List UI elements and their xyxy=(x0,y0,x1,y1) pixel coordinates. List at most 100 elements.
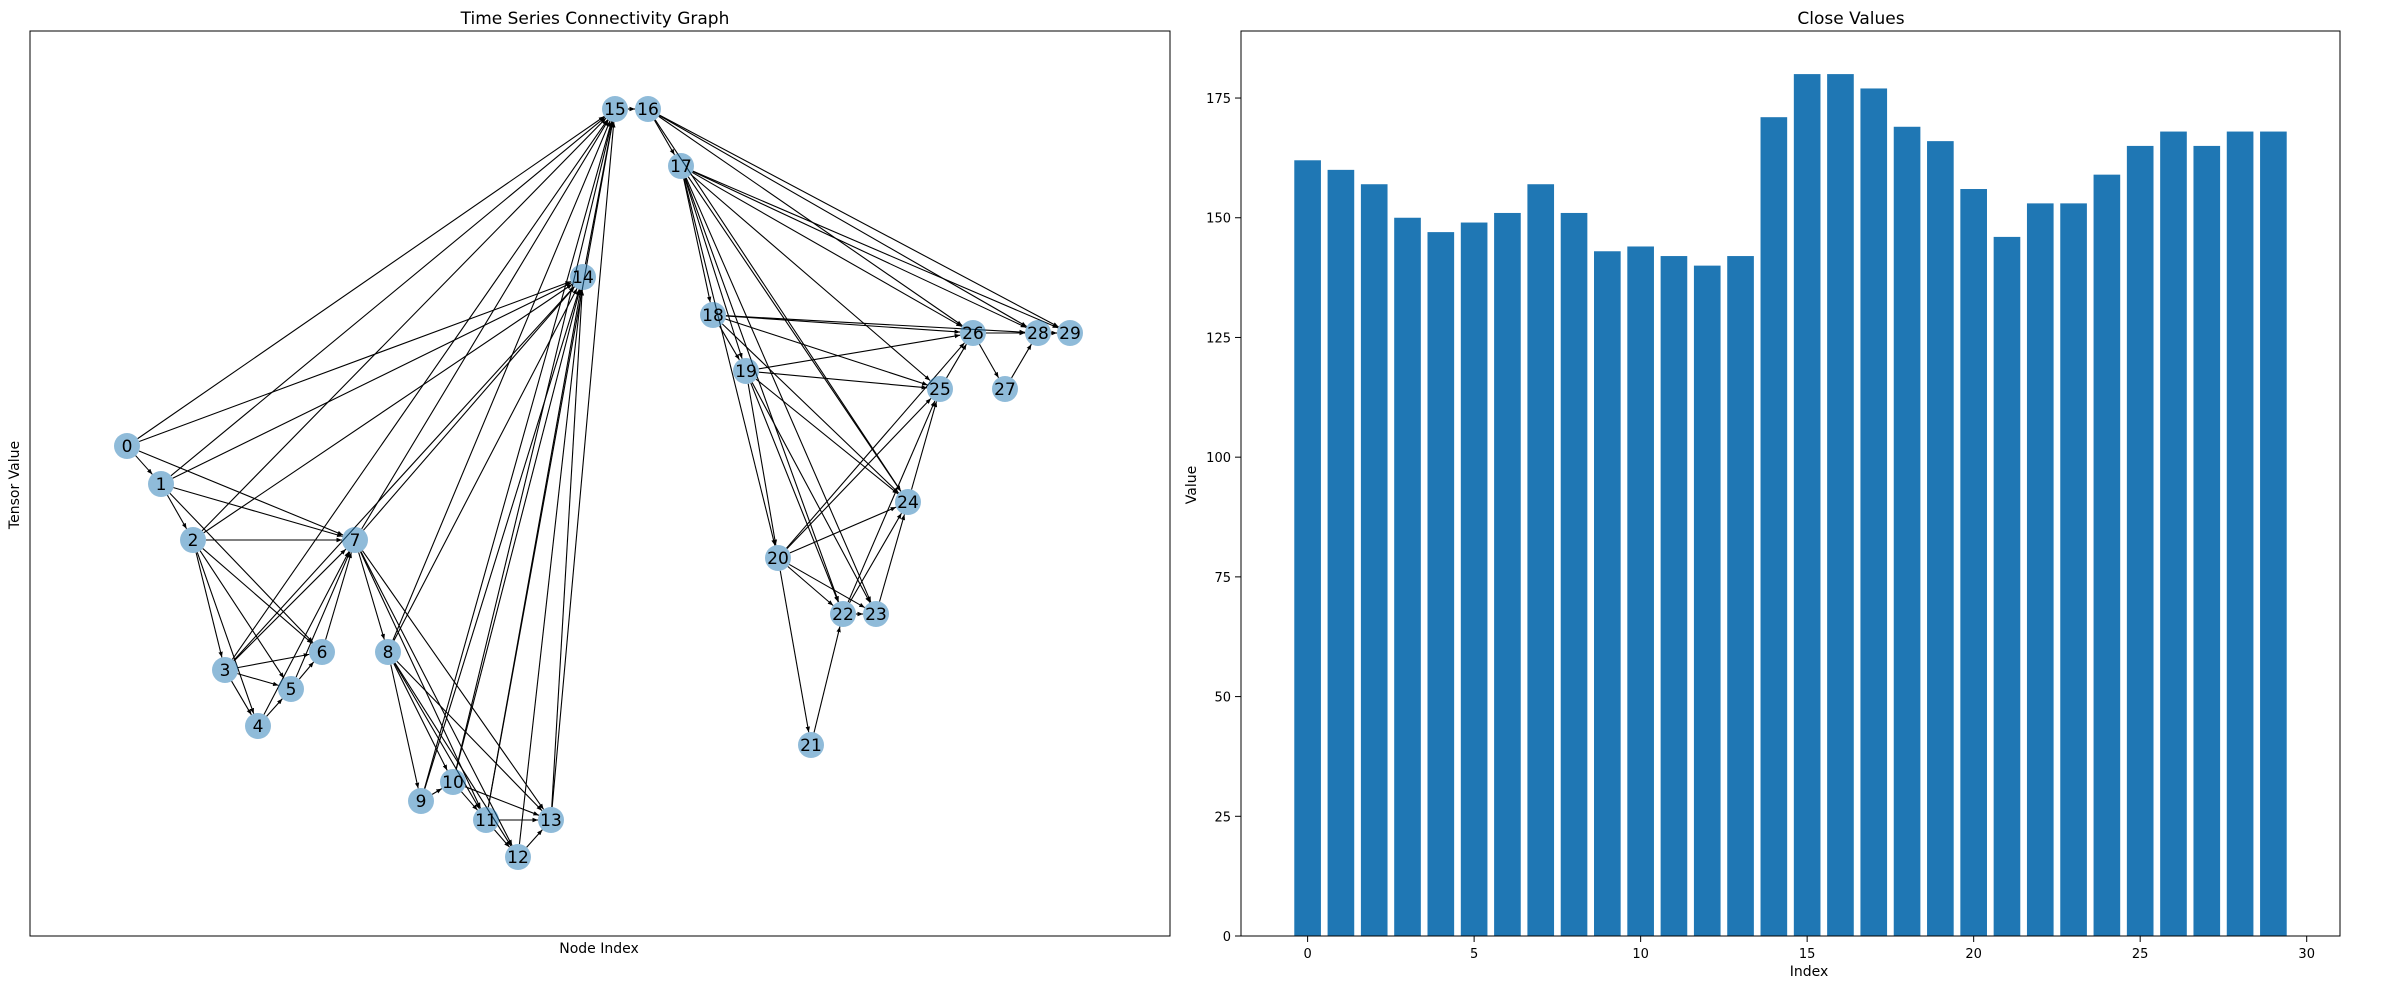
graph-edge xyxy=(719,325,740,361)
x-tick-label: 5 xyxy=(1470,947,1478,962)
graph-edge xyxy=(393,663,448,771)
graph-edge xyxy=(455,121,613,770)
graph-edge xyxy=(692,170,1059,329)
graph-edge xyxy=(725,315,961,334)
bar xyxy=(1494,212,1521,937)
graph-node-label: 10 xyxy=(442,773,464,793)
graph-edge xyxy=(813,626,841,733)
graph-node xyxy=(538,807,564,833)
graph-frame xyxy=(29,30,1171,937)
graph-edge xyxy=(203,283,573,534)
graph-edge xyxy=(137,115,605,440)
graph-edge xyxy=(526,829,543,848)
graph-node-label: 12 xyxy=(507,848,529,868)
bar xyxy=(1394,217,1421,936)
graph-edge xyxy=(233,548,347,662)
graph-edge xyxy=(461,791,478,811)
bar xyxy=(1594,251,1621,937)
graph-edge xyxy=(946,343,967,379)
bar-chart-x-axis-label: Index xyxy=(1790,964,1829,980)
x-tick-label: 20 xyxy=(1965,947,1982,962)
graph-title: Time Series Connectivity Graph xyxy=(460,9,730,29)
graph-node-label: 19 xyxy=(735,362,757,382)
graph-node-label: 16 xyxy=(637,100,659,120)
graph-edge xyxy=(169,493,314,643)
graph-node-label: 20 xyxy=(767,549,789,569)
bar xyxy=(1294,160,1321,937)
graph-node-label: 8 xyxy=(383,643,394,663)
graph-node-label: 26 xyxy=(962,324,984,344)
graph-edge xyxy=(692,171,1027,328)
graph-node xyxy=(278,676,304,702)
graph-node-label: 4 xyxy=(253,717,264,737)
graph-edge xyxy=(789,506,897,554)
bar xyxy=(2226,131,2254,937)
graph-edge xyxy=(325,552,352,640)
x-tick-label: 0 xyxy=(1303,947,1311,962)
y-tick-label: 75 xyxy=(1214,571,1231,586)
bar xyxy=(2126,145,2154,936)
graph-edge xyxy=(423,121,613,789)
bar xyxy=(1527,184,1555,936)
bar xyxy=(1327,169,1355,936)
bar xyxy=(2260,131,2287,937)
bar xyxy=(1993,236,2021,936)
graph-node-label: 28 xyxy=(1027,324,1049,344)
graph-node xyxy=(473,807,499,833)
graph-node-label: 29 xyxy=(1059,324,1081,344)
graph-node-label: 3 xyxy=(220,661,231,681)
graph-node-label: 13 xyxy=(540,811,562,831)
graph-edge xyxy=(779,570,810,733)
graph-edge xyxy=(237,673,279,686)
graph-edge xyxy=(138,281,572,442)
graph-edge xyxy=(233,286,575,661)
graph-edge xyxy=(551,289,585,808)
graph-edge xyxy=(358,552,385,640)
y-tick-label: 150 xyxy=(1206,212,1231,227)
bar xyxy=(1860,88,1888,936)
graph-node-label: 21 xyxy=(800,736,822,756)
graph-node-label: 5 xyxy=(286,680,297,700)
bar xyxy=(1360,184,1388,936)
bar xyxy=(1427,232,1455,937)
graph-node-label: 11 xyxy=(475,811,497,831)
graph-edge xyxy=(295,551,351,678)
graph-node xyxy=(114,433,140,459)
graph-edge xyxy=(166,495,188,529)
bar xyxy=(1827,74,1854,937)
graph-edge xyxy=(658,114,1028,328)
bar-chart-frame xyxy=(1240,30,2341,937)
graph-node xyxy=(212,657,238,683)
graph-edge xyxy=(725,318,928,386)
graph-node xyxy=(830,601,856,627)
graph-node xyxy=(668,153,694,179)
graph-edge xyxy=(786,398,932,549)
graph-edge xyxy=(755,378,899,495)
x-tick-label: 25 xyxy=(2132,947,2149,962)
bar xyxy=(2060,203,2087,936)
graph-edge xyxy=(692,171,962,328)
graph-edge xyxy=(135,455,153,475)
graph-edge xyxy=(684,178,743,359)
graph-node xyxy=(342,527,368,553)
graph-edge xyxy=(231,680,252,716)
graph-edge xyxy=(750,382,839,603)
graph-node-label: 17 xyxy=(670,157,692,177)
graph-edge xyxy=(659,114,1059,328)
graph-node xyxy=(992,376,1018,402)
graph-node xyxy=(927,376,953,402)
bar xyxy=(1560,212,1588,937)
graph-edge xyxy=(758,371,928,390)
graph-edge xyxy=(911,401,938,490)
graph-edge xyxy=(849,512,902,604)
y-tick-label: 50 xyxy=(1214,691,1231,706)
graph-node xyxy=(1057,320,1083,346)
graph-edges xyxy=(135,106,1059,848)
graph-node xyxy=(245,713,271,739)
graph-node-label: 22 xyxy=(832,605,854,625)
graph-edge xyxy=(298,661,315,680)
graph-edge xyxy=(683,178,776,546)
graph-node xyxy=(570,264,596,290)
